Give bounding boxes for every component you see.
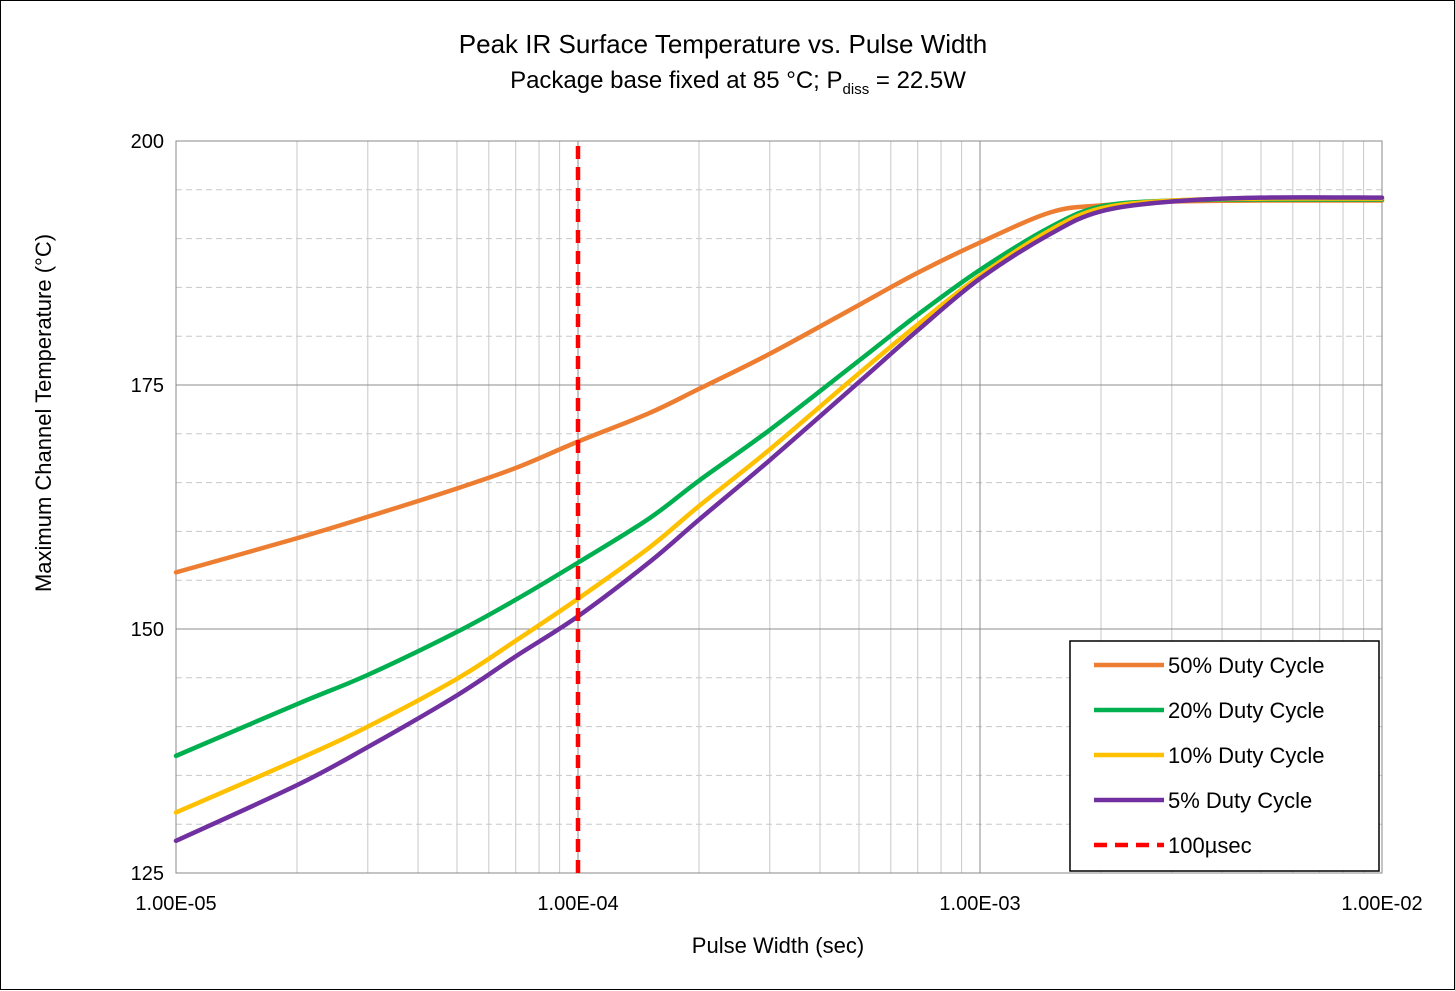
y-tick-label: 200 (131, 131, 164, 153)
legend-label: 50% Duty Cycle (1168, 653, 1325, 678)
x-tick-label: 1.00E-04 (537, 893, 618, 915)
legend-label: 20% Duty Cycle (1168, 698, 1325, 723)
x-axis-ticks: 1.00E-05 1.00E-04 1.00E-03 1.00E-02 (135, 893, 1422, 915)
series-line-50-duty-cycle (173, 198, 1385, 575)
subtitle-subscript: diss (843, 81, 870, 98)
x-tick-label: 1.00E-05 (135, 893, 216, 915)
x-axis-label: Pulse Width (sec) (692, 933, 864, 958)
y-tick-label: 175 (131, 375, 164, 397)
x-tick-label: 1.00E-02 (1341, 893, 1422, 915)
series-line-5-duty-cycle (173, 195, 1385, 844)
legend-label: 100µsec (1168, 833, 1252, 858)
y-tick-label: 125 (131, 863, 164, 885)
legend: 50% Duty Cycle 20% Duty Cycle 10% Duty Cyc… (1069, 640, 1380, 872)
y-axis-ticks: 125 150 175 200 (131, 131, 164, 885)
legend-label: 10% Duty Cycle (1168, 743, 1325, 768)
chart-title: Peak IR Surface Temperature vs. Pulse Wi… (459, 29, 987, 59)
plot-area-border (175, 140, 1383, 874)
legend-label: 5% Duty Cycle (1168, 788, 1312, 813)
chart-subtitle: Package base fixed at 85 °C; Pdiss = 22.… (510, 67, 966, 98)
x-tick-label: 1.00E-03 (939, 893, 1020, 915)
subtitle-suffix: = 22.5W (869, 67, 966, 94)
y-axis-label: Maximum Channel Temperature (°C) (31, 234, 56, 592)
series-layer (173, 141, 1385, 873)
subtitle-prefix: Package base fixed at 85 °C; P (510, 67, 842, 94)
y-tick-label: 150 (131, 619, 164, 641)
